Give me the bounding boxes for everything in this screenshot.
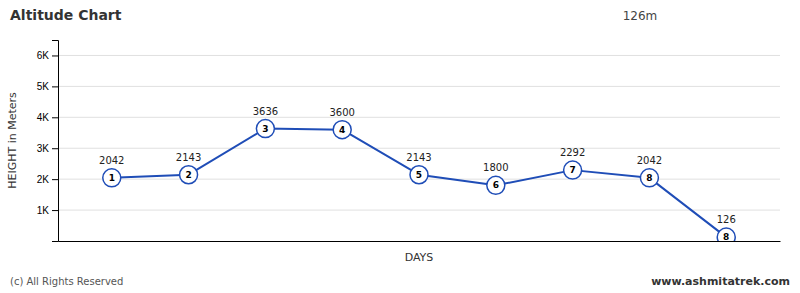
point-label: 8 [723, 232, 729, 242]
y-tick: 5K [37, 81, 58, 92]
marker [640, 169, 658, 187]
marker [180, 166, 198, 184]
y-axis-line [52, 41, 59, 242]
y-tick: 6K [37, 50, 58, 61]
marks [103, 120, 735, 241]
marker [256, 120, 274, 138]
y-tick-label: 4K [37, 112, 50, 123]
data-label: 2143 [406, 152, 431, 163]
data-label: 2143 [176, 152, 201, 163]
marker [564, 161, 582, 179]
marker [103, 169, 121, 187]
point-label: 4 [339, 125, 345, 135]
y-tick-label: 2K [37, 174, 50, 185]
marker [410, 166, 428, 184]
data-label: 3636 [253, 106, 278, 117]
annotation: 126m [623, 9, 658, 23]
grid-line [58, 148, 780, 149]
point-label: 5 [416, 170, 422, 180]
grid-line [58, 86, 780, 87]
data-label: 126 [717, 214, 736, 225]
y-tick-label: 6K [37, 50, 50, 61]
data-label: 2292 [560, 147, 585, 158]
plot: 1K 2K 3K 4K 5K 6K 1 2 3 4 5 6 7 8 8 2042 2143 3636 3600 214… [37, 41, 781, 247]
data-label: 2042 [637, 155, 662, 166]
chart: 1K 2K 3K 4K 5K 6K 1 2 3 4 5 6 7 8 8 2042 2143 3636 3600 214… [0, 0, 800, 293]
y-axis-title: HEIGHT in Meters [6, 92, 19, 189]
y-tick-mark [52, 179, 58, 180]
data-label: 1800 [483, 162, 508, 173]
footer-right: www.ashmitatrek.com [651, 275, 790, 288]
data-label: 2042 [99, 155, 124, 166]
y-tick-mark [52, 210, 58, 211]
marker [487, 176, 505, 194]
grid [58, 55, 780, 210]
y-tick-label: 5K [37, 81, 50, 92]
grid-line [58, 117, 780, 118]
labels: 1 2 3 4 5 6 7 8 8 2042 2143 3636 3600 2143 1800 2292 204… [99, 106, 736, 243]
marker [333, 121, 351, 139]
y-tick: 3K [37, 143, 58, 154]
y-tick-mark [52, 117, 58, 118]
marker [717, 228, 735, 241]
data-label: 3600 [329, 107, 354, 118]
point-label: 6 [493, 180, 499, 190]
y-axis: 1K 2K 3K 4K 5K 6K [37, 41, 59, 242]
grid-line [58, 55, 780, 56]
y-tick: 4K [37, 112, 58, 123]
y-tick-label: 1K [37, 205, 50, 216]
footer-left: (c) All Rights Reserved [10, 276, 123, 287]
point-label: 7 [569, 165, 575, 175]
x-axis [59, 241, 781, 242]
title: Altitude Chart [10, 7, 122, 23]
y-tick-label: 3K [37, 143, 50, 154]
point-label: 8 [646, 173, 652, 183]
point-label: 3 [262, 124, 268, 134]
grid-line [58, 210, 780, 211]
y-tick-mark [52, 86, 58, 87]
x-axis-title: DAYS [405, 251, 434, 264]
point-label: 2 [185, 170, 191, 180]
y-tick-mark [52, 55, 58, 56]
x-axis-line [59, 241, 781, 242]
line [112, 129, 726, 238]
point-label: 1 [109, 173, 115, 183]
y-tick: 1K [37, 205, 58, 216]
y-tick: 2K [37, 174, 58, 185]
y-tick-mark [52, 148, 58, 149]
